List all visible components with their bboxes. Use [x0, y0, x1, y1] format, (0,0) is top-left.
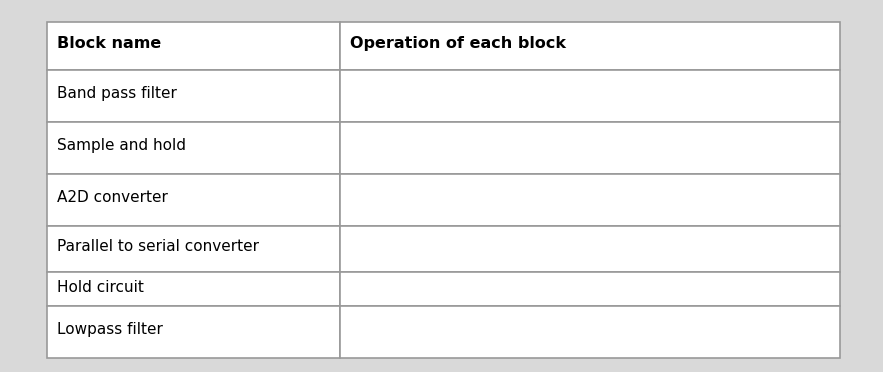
Text: A2D converter: A2D converter	[57, 190, 168, 205]
Text: Sample and hold: Sample and hold	[57, 138, 186, 153]
Bar	[340, 122, 840, 174]
Bar	[340, 226, 840, 272]
Bar	[47, 272, 340, 306]
Bar	[47, 174, 340, 226]
Bar	[47, 70, 340, 122]
Text: Lowpass filter: Lowpass filter	[57, 322, 162, 337]
Bar	[47, 226, 340, 272]
Bar	[340, 70, 840, 122]
Text: Operation of each block: Operation of each block	[350, 36, 566, 51]
Bar	[340, 306, 840, 358]
Text: Block name: Block name	[57, 36, 162, 51]
Bar	[47, 22, 340, 70]
Text: Hold circuit: Hold circuit	[57, 280, 144, 295]
Bar	[340, 174, 840, 226]
Text: Band pass filter: Band pass filter	[57, 86, 177, 101]
Bar	[340, 22, 840, 70]
Text: Parallel to serial converter: Parallel to serial converter	[57, 239, 259, 254]
Bar	[47, 122, 340, 174]
Bar	[47, 306, 340, 358]
Bar	[340, 272, 840, 306]
